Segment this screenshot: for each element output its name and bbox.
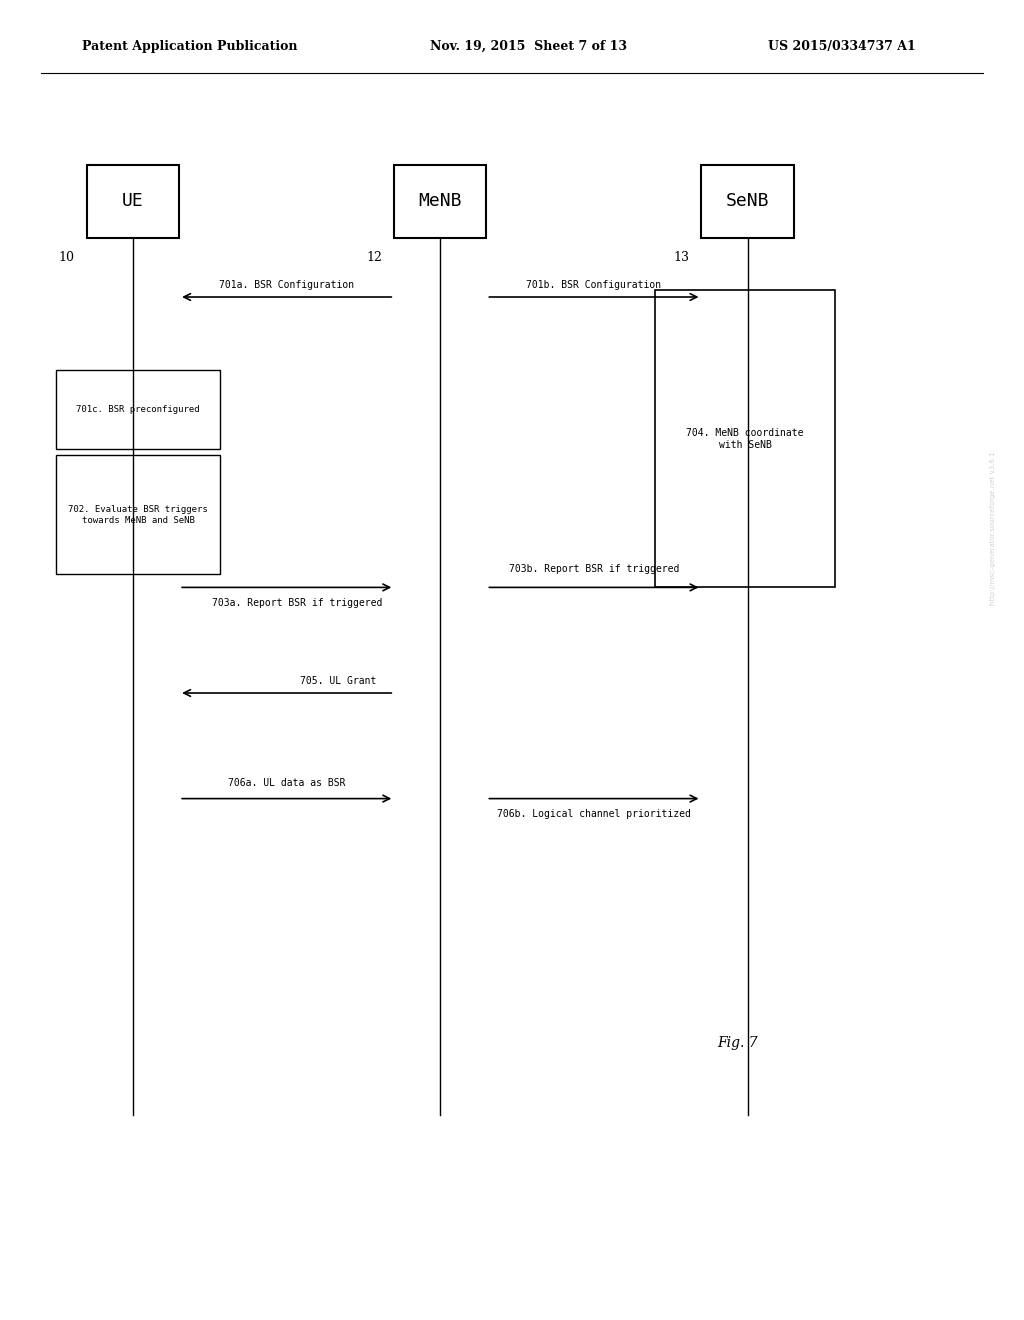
Text: 701b. BSR Configuration: 701b. BSR Configuration [526,280,662,290]
Text: SeNB: SeNB [726,193,769,210]
Bar [56,370,220,449]
Text: 13: 13 [673,251,689,264]
Text: US 2015/0334737 A1: US 2015/0334737 A1 [768,40,915,53]
Bar [701,165,794,238]
Text: 703b. Report BSR if triggered: 703b. Report BSR if triggered [509,564,679,574]
Text: 701c. BSR preconfigured: 701c. BSR preconfigured [77,405,200,413]
Bar [394,165,486,238]
Text: 704. MeNB coordinate
with SeNB: 704. MeNB coordinate with SeNB [686,428,804,450]
Text: UE: UE [122,193,144,210]
Text: 706b. Logical channel prioritized: 706b. Logical channel prioritized [497,809,691,820]
Text: 10: 10 [58,251,75,264]
Text: 702. Evaluate BSR triggers
towards MeNB and SeNB: 702. Evaluate BSR triggers towards MeNB … [69,506,208,524]
Text: 701a. BSR Configuration: 701a. BSR Configuration [219,280,354,290]
Text: Nov. 19, 2015  Sheet 7 of 13: Nov. 19, 2015 Sheet 7 of 13 [430,40,627,53]
Text: 703a. Report BSR if triggered: 703a. Report BSR if triggered [212,598,382,609]
Text: http://msc-generator.sourceforge.net v3.6.1: http://msc-generator.sourceforge.net v3.… [990,451,996,605]
Text: MeNB: MeNB [419,193,462,210]
Text: 706a. UL data as BSR: 706a. UL data as BSR [228,777,345,788]
Text: 12: 12 [366,251,382,264]
Text: 705. UL Grant: 705. UL Grant [300,676,376,686]
Bar [87,165,179,238]
Bar [56,455,220,574]
Bar [655,290,835,587]
Text: Fig. 7: Fig. 7 [717,1036,758,1049]
Text: Patent Application Publication: Patent Application Publication [82,40,297,53]
